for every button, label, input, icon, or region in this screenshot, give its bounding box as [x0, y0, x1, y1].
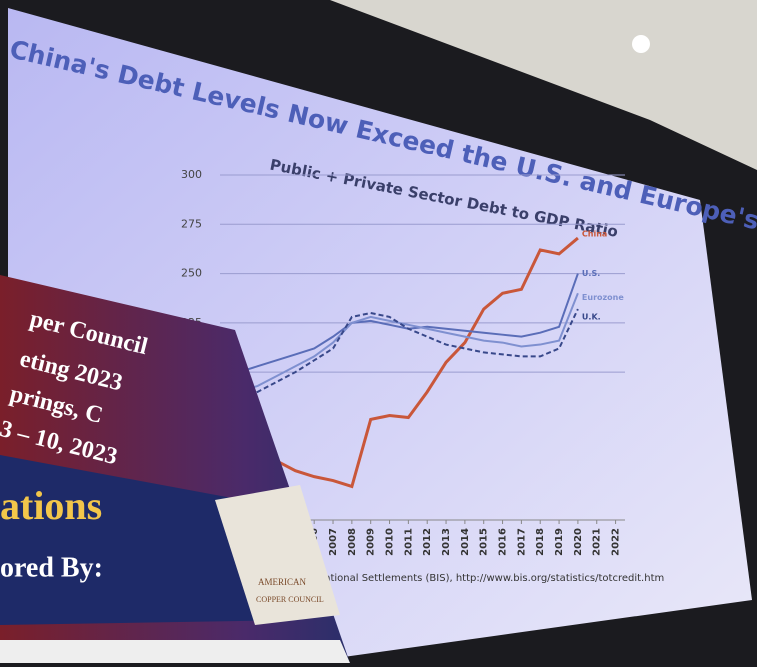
- x-tick-label: 2014: [460, 528, 471, 556]
- legend-label: U.K.: [582, 313, 601, 322]
- series-line: [219, 292, 579, 397]
- banner-band: [0, 455, 300, 625]
- banner: AMERICAN COPPER COUNCIL per Council etin…: [0, 275, 350, 663]
- x-tick-label: 2012: [422, 528, 433, 556]
- legend-label: Eurozone: [582, 293, 624, 302]
- x-tick-label: 2010: [385, 528, 396, 556]
- x-tick-label: 2013: [441, 528, 452, 556]
- x-tick-label: 2008: [347, 528, 358, 556]
- x-tick-label: 2019: [554, 528, 565, 556]
- source: national Settlements (BIS), http://www.b…: [318, 573, 664, 584]
- legend-label: China: [582, 230, 607, 239]
- y-tick-label: 275: [181, 217, 202, 230]
- y-tick-label: 300: [181, 168, 202, 181]
- logo-text: COPPER COUNCIL: [256, 595, 324, 604]
- x-tick-label: 2022: [611, 528, 622, 556]
- ceiling: [330, 0, 757, 170]
- logo-text: AMERICAN: [258, 577, 307, 587]
- series-line: [219, 273, 579, 378]
- y-tick-label: 250: [181, 267, 202, 280]
- x-tick-label: 2016: [498, 528, 509, 556]
- x-tick-label: 2018: [535, 528, 546, 556]
- x-tick-label: 2017: [516, 528, 527, 556]
- x-tick-label: 2020: [573, 528, 584, 556]
- x-tick-label: 2011: [403, 528, 414, 556]
- logo-box: [215, 485, 340, 625]
- legend-label: U.S.: [582, 269, 600, 278]
- banner-sponsor: ored By:: [0, 552, 103, 583]
- ceiling-light: [632, 35, 650, 53]
- x-tick-label: 2021: [592, 528, 603, 556]
- banner-heading: ations: [0, 483, 102, 528]
- x-tick-label: 2009: [366, 528, 377, 556]
- series-line: [219, 308, 579, 409]
- x-tick-label: 2007: [328, 528, 339, 556]
- x-tick-label: 2015: [479, 528, 490, 556]
- banner-strip: [0, 640, 350, 663]
